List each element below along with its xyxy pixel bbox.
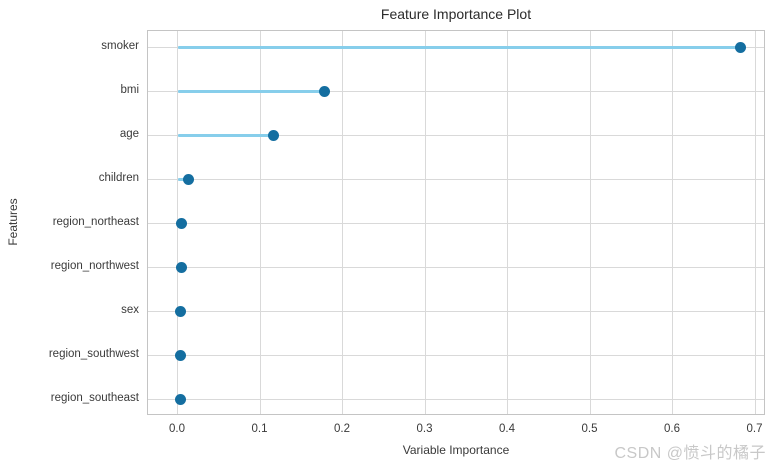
dot: [183, 173, 195, 185]
grid-hline: [148, 222, 764, 224]
dot: [174, 393, 186, 405]
category-label: age: [119, 128, 139, 140]
category-label: bmi: [120, 84, 139, 96]
dot: [735, 41, 747, 53]
stem: [177, 89, 325, 93]
stem: [177, 133, 274, 137]
category-label: region_northeast: [52, 216, 139, 228]
grid-hline: [148, 398, 764, 400]
category-label: children: [98, 172, 139, 184]
watermark-text: CSDN @愤斗的橘子: [614, 445, 766, 462]
x-tick-label: 0.1: [251, 423, 268, 435]
stem: [177, 45, 741, 49]
x-tick-label: 0.3: [416, 423, 433, 435]
x-tick-label: 0.7: [746, 423, 763, 435]
dot: [175, 217, 187, 229]
grid-hline: [148, 310, 764, 312]
dot: [174, 305, 186, 317]
category-label: region_southwest: [48, 348, 139, 360]
grid-hline: [148, 178, 764, 180]
grid-hline: [148, 134, 764, 136]
category-label: region_southeast: [50, 392, 139, 404]
x-axis-label: Variable Importance: [402, 443, 510, 457]
x-tick-label: 0.0: [168, 423, 185, 435]
grid-hline: [148, 90, 764, 92]
x-tick-label: 0.4: [498, 423, 515, 435]
x-tick-label: 0.6: [663, 423, 680, 435]
plot-area: [147, 30, 765, 415]
dot: [175, 261, 187, 273]
chart-title: Feature Importance Plot: [380, 6, 532, 22]
dot: [319, 85, 331, 97]
category-label: sex: [121, 304, 139, 316]
dot: [174, 349, 186, 361]
x-tick-label: 0.5: [581, 423, 598, 435]
category-label: region_northwest: [50, 260, 139, 272]
x-tick-label: 0.2: [333, 423, 350, 435]
category-label: smoker: [101, 40, 139, 52]
dot: [268, 129, 280, 141]
grid-hline: [148, 266, 764, 268]
grid-hline: [148, 354, 764, 356]
